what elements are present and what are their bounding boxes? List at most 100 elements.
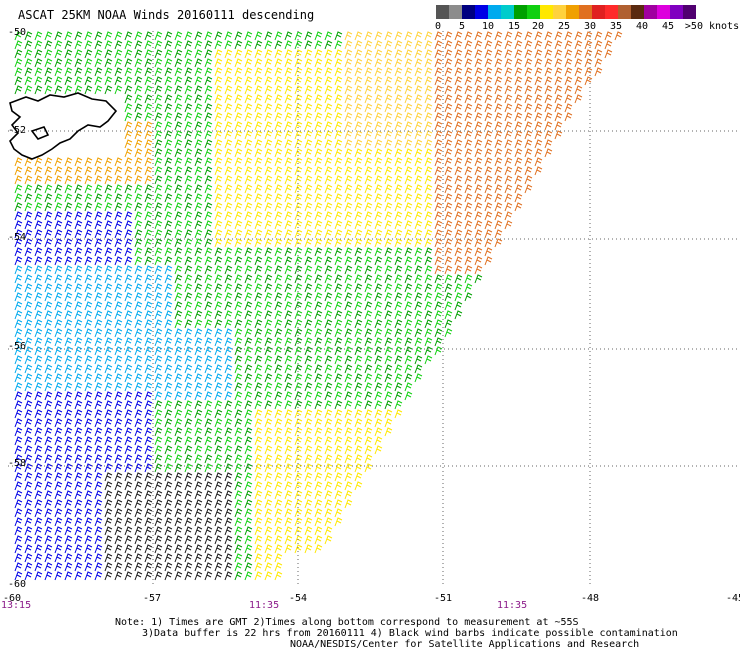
wind-barb: [44, 409, 53, 419]
wind-barb: [364, 409, 373, 419]
wind-barb: [424, 211, 433, 221]
wind-barb: [584, 58, 593, 68]
wind-barb: [44, 517, 53, 527]
wind-barb: [364, 364, 373, 374]
wind-barb: [244, 103, 253, 113]
wind-barb: [134, 202, 143, 212]
wind-barb: [84, 49, 93, 59]
wind-barb: [44, 49, 53, 59]
wind-barb: [304, 193, 313, 203]
wind-barb: [444, 175, 453, 185]
wind-barb: [104, 355, 113, 365]
wind-barb: [284, 247, 293, 257]
wind-barb: [144, 562, 153, 572]
wind-barb: [454, 85, 463, 95]
wind-barb: [254, 373, 263, 383]
wind-barb: [314, 202, 323, 212]
wind-barb: [144, 76, 153, 86]
wind-barb: [314, 166, 323, 176]
wind-barb: [264, 391, 273, 401]
wind-barb: [314, 373, 323, 383]
wind-barb: [394, 220, 403, 230]
wind-barb: [544, 85, 553, 95]
wind-barb: [64, 454, 73, 464]
wind-barb: [294, 85, 303, 95]
wind-barb: [384, 247, 393, 257]
wind-barb: [124, 148, 133, 158]
wind-barb: [234, 499, 243, 509]
wind-barb: [144, 58, 153, 68]
wind-barb: [374, 49, 383, 59]
wind-barb: [94, 481, 103, 491]
wind-barb: [254, 355, 263, 365]
wind-barb: [194, 274, 203, 284]
wind-barb: [144, 202, 153, 212]
wind-barb: [414, 139, 423, 149]
wind-barb: [74, 436, 83, 446]
wind-barb: [304, 157, 313, 167]
wind-barb: [214, 67, 223, 77]
wind-barb: [244, 274, 253, 284]
wind-barb: [334, 373, 343, 383]
wind-barb: [194, 544, 203, 554]
wind-barb: [144, 535, 153, 545]
wind-barb: [184, 499, 193, 509]
wind-barb: [134, 292, 143, 302]
wind-barb: [124, 391, 133, 401]
wind-barb: [474, 175, 483, 185]
latitude-label: -60: [8, 579, 27, 590]
wind-barb: [184, 409, 193, 419]
wind-barb: [124, 256, 133, 266]
wind-barb: [434, 247, 443, 257]
wind-barb: [14, 256, 23, 266]
wind-barb: [64, 40, 73, 50]
wind-barb: [14, 391, 23, 401]
wind-barb: [504, 76, 513, 86]
wind-barb: [94, 265, 103, 275]
wind-barb: [54, 202, 63, 212]
wind-barb: [174, 400, 183, 410]
wind-barb: [234, 211, 243, 221]
wind-barb: [154, 517, 163, 527]
wind-barb: [534, 148, 543, 158]
wind-barb: [194, 499, 203, 509]
wind-barb: [244, 166, 253, 176]
wind-barb: [414, 157, 423, 167]
wind-barb: [244, 427, 253, 437]
wind-barb: [454, 193, 463, 203]
wind-barb: [404, 373, 413, 383]
wind-barb: [14, 454, 23, 464]
wind-barb: [254, 553, 263, 563]
wind-barb: [244, 337, 253, 347]
wind-barb: [394, 319, 403, 329]
wind-barb: [444, 256, 453, 266]
wind-barb: [74, 283, 83, 293]
wind-barb: [264, 445, 273, 455]
wind-barb: [384, 400, 393, 410]
wind-barb: [394, 274, 403, 284]
wind-barb: [194, 247, 203, 257]
wind-barb: [324, 202, 333, 212]
wind-barb: [464, 85, 473, 95]
wind-barb: [144, 301, 153, 311]
wind-barb: [514, 94, 523, 104]
wind-barb: [34, 346, 43, 356]
wind-barb: [124, 355, 133, 365]
wind-barb: [44, 328, 53, 338]
wind-barb: [374, 148, 383, 158]
wind-barb: [44, 391, 53, 401]
wind-barb: [344, 346, 353, 356]
wind-barb: [34, 427, 43, 437]
wind-barb: [404, 184, 413, 194]
wind-barb: [14, 517, 23, 527]
wind-barb: [94, 472, 103, 482]
wind-barb: [144, 112, 153, 122]
wind-barb: [484, 85, 493, 95]
wind-barb: [354, 265, 363, 275]
wind-barb: [54, 544, 63, 554]
wind-barb: [164, 121, 173, 131]
wind-barb: [264, 427, 273, 437]
wind-barb: [204, 274, 213, 284]
wind-barb: [184, 337, 193, 347]
wind-barb: [154, 400, 163, 410]
